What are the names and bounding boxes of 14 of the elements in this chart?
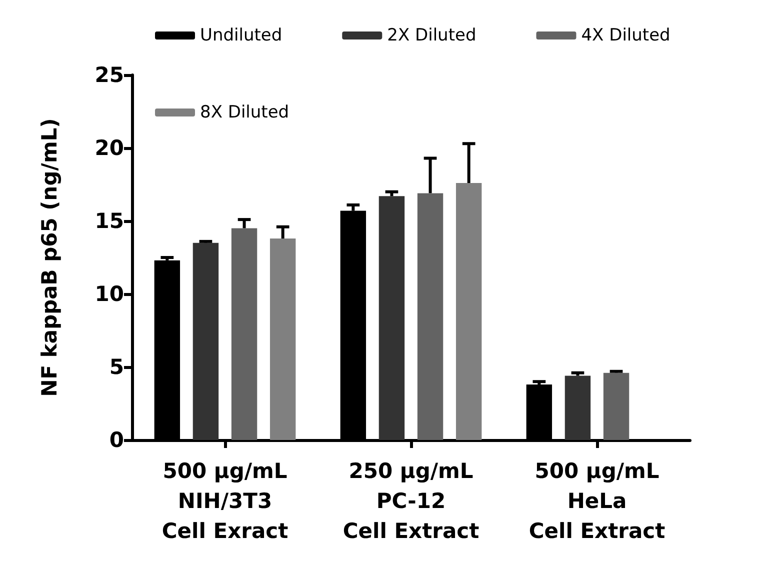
y-tick-label: 0 [109, 428, 124, 452]
legend-label: 8X Diluted [200, 102, 290, 122]
y-axis-title: NF kappaB p65 (ng/mL) [38, 118, 62, 397]
y-tick-label: 10 [94, 282, 124, 306]
x-tick-label: 500 µg/mL NIH/3T3 Cell Exract [162, 459, 288, 543]
legend-label: 2X Diluted [387, 26, 476, 46]
y-tick-label: 20 [94, 136, 124, 160]
y-tick-label: 25 [94, 63, 124, 87]
x-tick-label: 250 µg/mL PC-12 Cell Extract [342, 459, 480, 543]
y-tick-label: 5 [109, 355, 124, 379]
x-tick-label: 500 µg/mL HeLa Cell Extract [528, 459, 666, 543]
legend-label: Undiluted [200, 26, 282, 46]
y-tick-label: 15 [94, 209, 124, 233]
legend-label: 4X Diluted [581, 26, 670, 46]
